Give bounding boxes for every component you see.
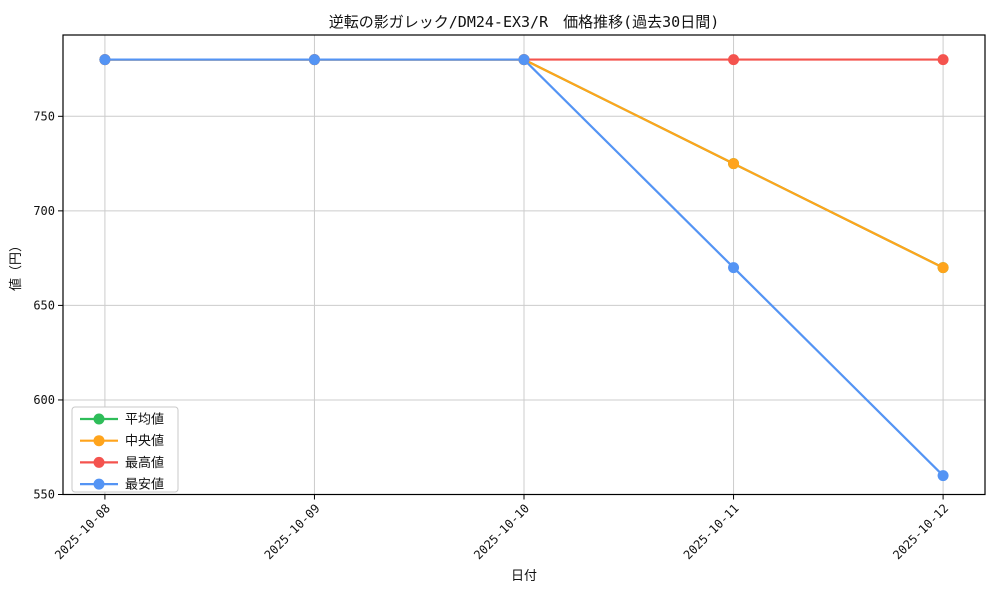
data-point-最安値 [728,262,740,274]
data-point-中央値 [937,262,949,274]
y-tick-label: 550 [33,488,55,502]
x-axis-title: 日付 [511,569,537,584]
data-point-中央値 [728,158,740,170]
legend-marker [93,435,105,447]
legend-marker [93,456,105,468]
legend-label: 最安値 [125,477,164,493]
grid-layer [63,35,985,495]
data-point-最高値 [937,54,949,66]
x-tick-label: 2025-10-10 [471,501,532,562]
data-point-最安値 [937,470,949,482]
series-layer [99,54,949,482]
x-tick-label: 2025-10-08 [52,501,113,562]
legend-marker [93,413,105,425]
y-axis-title: 値（円） [8,239,24,291]
data-point-最安値 [518,54,530,66]
y-tick-label: 700 [33,204,55,218]
x-tick-label: 2025-10-12 [890,501,951,562]
y-tick-label: 750 [33,109,55,123]
legend-label: 最高値 [125,455,164,471]
legend-box [71,406,179,493]
x-tick-label: 2025-10-09 [262,501,323,562]
y-tick-label: 650 [33,298,55,312]
data-point-最安値 [99,54,111,66]
legend-marker [93,478,105,490]
legend-label: 中央値 [125,433,164,449]
data-point-最高値 [728,54,740,66]
y-tick-label: 600 [33,393,55,407]
legend-label: 平均値 [125,412,164,428]
data-point-最安値 [308,54,320,66]
chart-title: 逆転の影ガレック/DM24-EX3/R 価格推移(過去30日間) [329,13,719,31]
x-tick-label: 2025-10-11 [681,501,742,562]
